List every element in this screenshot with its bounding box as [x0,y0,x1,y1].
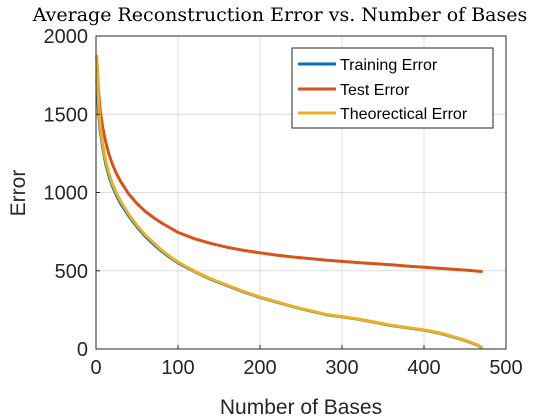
y-tick-label: 500 [55,261,88,283]
chart-title: Average Reconstruction Error vs. Number … [32,4,528,26]
x-tick-label: 400 [407,357,440,379]
x-tick-label: 200 [243,357,276,379]
legend-label-test: Test Error [340,82,410,99]
series-lines [95,54,483,349]
series-line-2 [95,54,483,349]
axes [95,35,507,350]
y-axis-label: Error [7,170,30,217]
x-tick-label: 0 [90,357,101,379]
y-tick-label: 1500 [44,104,89,126]
legend: Training Error Test Error Theorectical E… [291,47,494,129]
series-line-1 [95,56,483,273]
y-tick-label: 0 [77,339,88,361]
x-axis-label: Number of Bases [220,396,382,419]
legend-label-theoretical: Theorectical Error [340,106,468,123]
legend-label-training: Training Error [340,57,438,74]
tick-labels: 0 100 200 300 400 500 0 500 1000 1500 2000 [44,26,523,379]
x-tick-label: 300 [325,357,358,379]
x-tick-label: 100 [161,357,194,379]
y-tick-label: 1000 [44,183,89,205]
x-tick-label: 500 [489,357,522,379]
y-tick-label: 2000 [44,26,89,48]
